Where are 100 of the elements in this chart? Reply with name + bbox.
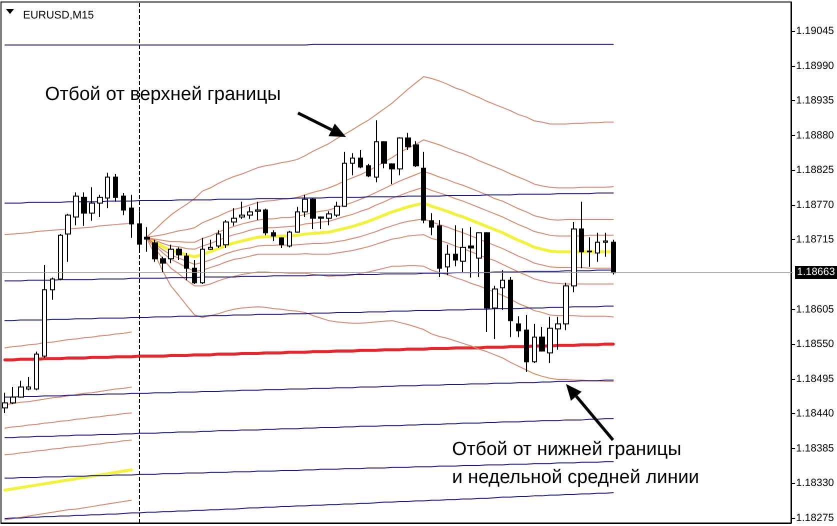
candlestick — [152, 239, 158, 262]
y-tick-label: 1.18385 — [796, 442, 834, 454]
candlestick — [421, 151, 426, 224]
y-tick-label: 1.18825 — [796, 164, 834, 176]
candlestick — [200, 237, 205, 284]
candlestick — [18, 380, 24, 398]
candlestick — [121, 192, 126, 216]
candlestick — [555, 316, 561, 350]
candlestick — [547, 316, 553, 364]
annotation: Отбой от верхней границы — [45, 83, 281, 107]
candlestick — [73, 192, 79, 226]
candlestick — [302, 194, 308, 218]
candlestick — [603, 232, 608, 258]
candlestick — [468, 226, 474, 278]
candlestick — [476, 232, 482, 278]
candlestick — [429, 212, 434, 236]
candlestick — [571, 222, 577, 293]
candlestick — [326, 210, 332, 226]
candlestick — [310, 198, 316, 230]
line-series — [4, 380, 614, 398]
y-tick-label: 1.18495 — [796, 372, 834, 385]
text: EURUSD,M15 — [23, 10, 94, 22]
ref-line-label: 1.18663 — [795, 266, 837, 279]
candlestick — [453, 224, 458, 267]
candlestick — [350, 152, 355, 176]
candlestick — [374, 120, 379, 183]
candlestick — [192, 259, 197, 284]
y-tick-label: 1.18990 — [796, 60, 834, 72]
candlestick — [500, 270, 505, 310]
candlestick — [105, 172, 110, 209]
candlestick — [89, 186, 95, 222]
candlestick — [81, 192, 87, 226]
candlestick — [34, 351, 39, 391]
candlestick — [532, 323, 537, 364]
y-tick-label: 1.18440 — [796, 408, 834, 420]
candlestick — [287, 230, 292, 248]
line-series — [3, 342, 615, 362]
candlestick — [295, 206, 300, 234]
candlestick — [413, 140, 419, 168]
candlestick — [184, 252, 189, 281]
candlestick — [445, 244, 450, 276]
y-tick-label: 1.18715 — [796, 234, 834, 246]
candlestick — [484, 232, 490, 333]
candlestick — [231, 208, 237, 226]
candlestick — [587, 236, 592, 268]
candlestick — [26, 376, 31, 391]
annotation: Отбой от нижней границы и недельной средней линии — [452, 438, 700, 490]
candlestick — [405, 132, 411, 150]
y-tick-label: 1.18330 — [796, 477, 834, 490]
candlestick — [10, 386, 16, 405]
candlestick — [263, 208, 268, 236]
candlestick — [492, 285, 498, 340]
candlestick — [437, 220, 442, 278]
candlestick — [579, 201, 584, 269]
line-series — [4, 306, 614, 322]
candlestick — [508, 276, 513, 338]
y-tick-label: 1.18550 — [796, 338, 834, 350]
candlestick — [255, 201, 261, 221]
candlestick — [358, 149, 363, 169]
candlestick — [563, 282, 569, 331]
candlestick — [318, 216, 324, 230]
y-tick-label: 1.18605 — [796, 303, 834, 316]
candlestick — [129, 194, 134, 238]
candlestick — [247, 206, 253, 220]
candlestick — [334, 201, 340, 218]
candlestick — [168, 244, 174, 264]
candlestick — [397, 136, 403, 176]
line-series — [4, 270, 614, 282]
candlestick — [279, 236, 284, 248]
y-tick-label: 1.18880 — [796, 129, 834, 142]
candlestick — [239, 201, 245, 220]
candlestick — [342, 151, 347, 208]
candlestick — [216, 230, 221, 248]
y-tick-label: 1.18770 — [796, 198, 834, 211]
candlestick — [42, 264, 47, 358]
candlestick — [524, 314, 529, 372]
candlestick — [113, 173, 118, 202]
y-tick-label: 1.19045 — [796, 25, 834, 38]
candlestick — [50, 277, 55, 300]
candlestick — [366, 163, 371, 178]
line-series — [4, 418, 614, 438]
y-tick-label: 1.18935 — [796, 94, 834, 107]
candlestick — [381, 140, 387, 169]
candlestick — [144, 226, 150, 252]
candlestick — [516, 316, 521, 338]
candlestick — [176, 246, 182, 260]
candlestick — [65, 213, 71, 262]
candlestick — [97, 194, 103, 218]
candlestick — [58, 234, 63, 281]
candlestick — [271, 230, 276, 242]
candlestick — [460, 228, 466, 272]
candlestick — [611, 239, 616, 276]
candlestick — [389, 162, 395, 185]
candlestick — [160, 256, 166, 272]
line-series — [4, 192, 614, 204]
candlestick — [539, 326, 545, 352]
candlestick — [595, 232, 600, 262]
line-series — [4, 492, 614, 520]
candlestick — [223, 220, 229, 248]
candlestick — [208, 239, 213, 250]
